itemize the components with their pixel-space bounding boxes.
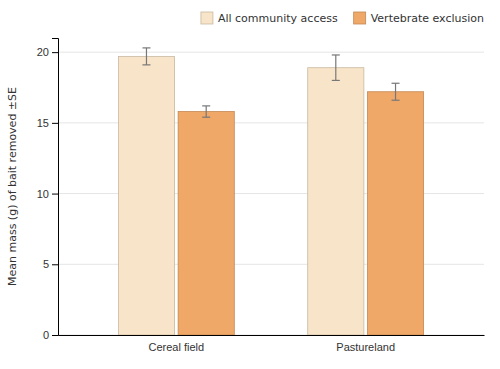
tick-mark xyxy=(52,335,58,336)
legend-item: Vertebrate exclusion xyxy=(354,12,484,25)
legend-swatch xyxy=(201,12,213,24)
grid-line xyxy=(58,52,484,53)
legend: All community access Vertebrate exclusion xyxy=(201,12,484,25)
tick-mark xyxy=(52,123,58,124)
chart: 0 5 10 15 20 Cereal field Pastureland Mean mass… xyxy=(0,0,500,369)
y-axis-title: Mean mass (g) of bait removed ±SE xyxy=(6,87,19,286)
error-bar-cap xyxy=(392,83,400,84)
tick-label: 5 xyxy=(43,258,49,270)
tick: 0 xyxy=(43,329,58,341)
error-bar xyxy=(142,48,150,65)
error-bar-cap xyxy=(392,100,400,101)
tick-label: 15 xyxy=(37,117,49,129)
axis-line xyxy=(52,39,59,336)
bar-series xyxy=(178,83,423,335)
error-bar-line xyxy=(206,106,207,117)
tick-label: 20 xyxy=(37,46,49,58)
tick: Cereal field xyxy=(149,341,205,353)
error-bar xyxy=(332,55,340,80)
plot-area: 0 5 10 15 20 Cereal field Pastureland xyxy=(37,39,485,353)
y-axis: 0 5 10 15 20 xyxy=(37,39,59,342)
legend-label: All community access xyxy=(218,12,338,25)
legend-item: All community access xyxy=(201,12,338,25)
tick-mark xyxy=(52,194,58,195)
bar xyxy=(178,112,234,335)
tick: 5 xyxy=(43,258,58,270)
tick: 20 xyxy=(37,46,58,58)
tick-label: 0 xyxy=(43,329,49,341)
grid xyxy=(58,52,484,335)
bar xyxy=(308,68,364,335)
bar-series xyxy=(118,48,363,335)
error-bar-cap xyxy=(142,64,150,65)
marks xyxy=(118,48,423,335)
error-bar-line xyxy=(146,48,147,65)
tick: 15 xyxy=(37,117,58,129)
bar xyxy=(118,56,174,335)
tick-label: Pastureland xyxy=(336,341,395,353)
error-bar xyxy=(202,106,210,117)
bar xyxy=(367,92,423,335)
tick-label: 10 xyxy=(37,188,49,200)
tick: Pastureland xyxy=(336,341,395,353)
tick-mark xyxy=(52,264,58,265)
tick: 10 xyxy=(37,188,58,200)
legend-swatch xyxy=(354,12,366,24)
error-bar-cap xyxy=(142,47,150,48)
error-bar xyxy=(392,83,400,100)
error-bar-line xyxy=(395,83,396,100)
tick-label: Cereal field xyxy=(149,341,205,353)
error-bar-cap xyxy=(202,117,210,118)
error-bar-cap xyxy=(332,54,340,55)
error-bar-cap xyxy=(202,105,210,106)
x-axis: Cereal field Pastureland xyxy=(59,336,485,353)
error-bar-line xyxy=(335,55,336,80)
axis-line xyxy=(59,335,485,336)
error-bar-cap xyxy=(332,80,340,81)
legend-label: Vertebrate exclusion xyxy=(371,12,484,25)
tick-mark xyxy=(52,52,58,53)
